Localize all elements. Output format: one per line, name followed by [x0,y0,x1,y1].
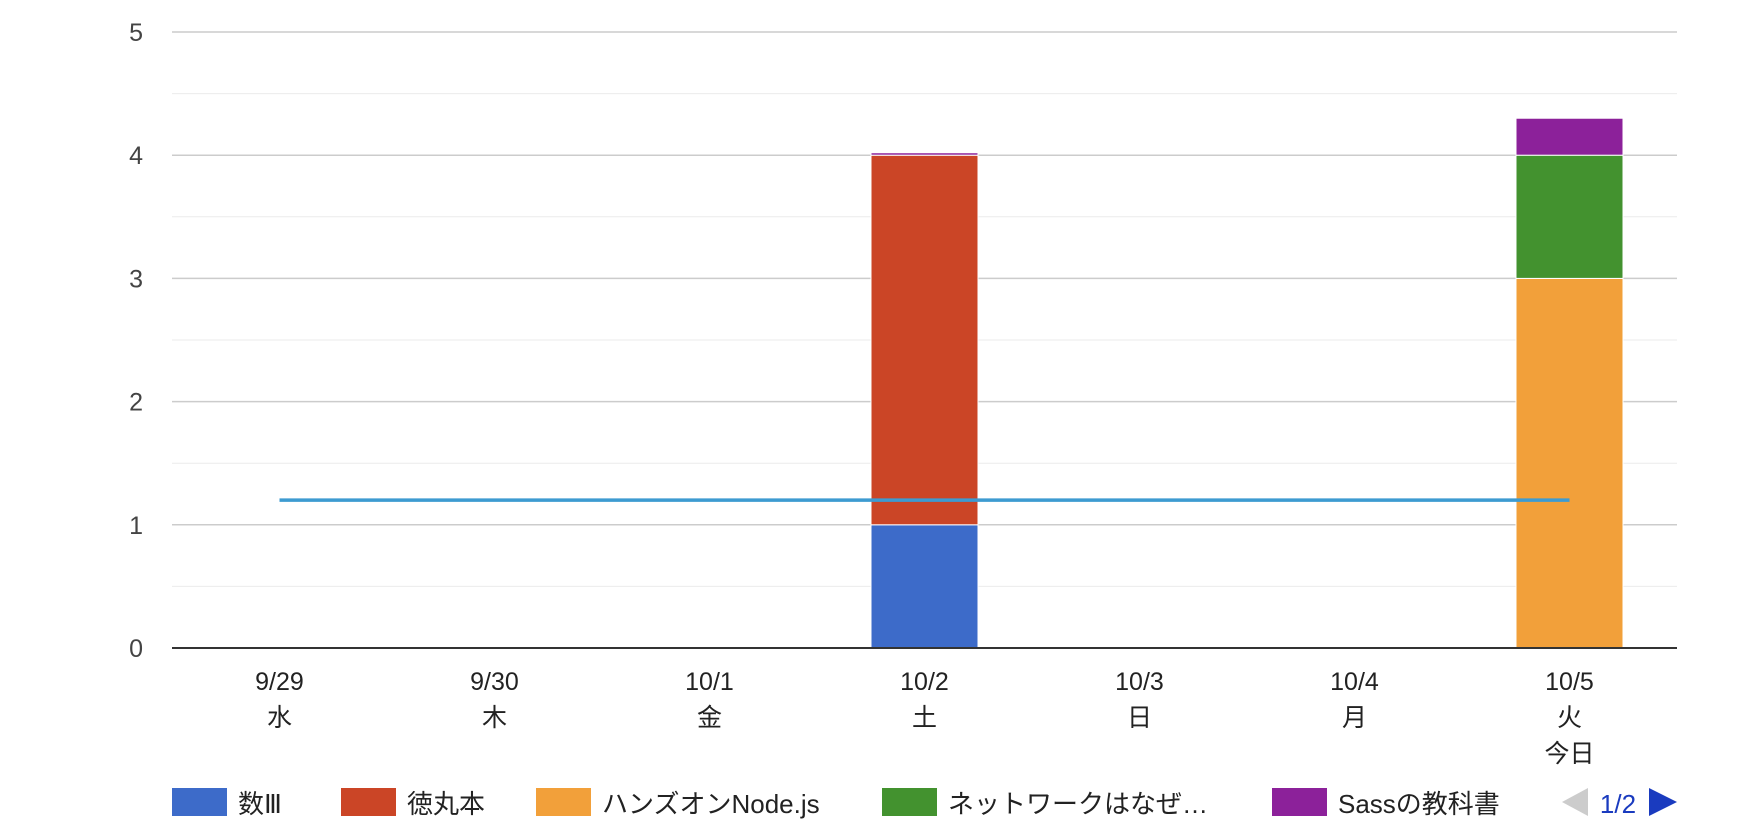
y-tick-label: 2 [129,389,143,417]
legend-prev-page-icon[interactable] [1562,788,1588,816]
x-tick-label-line: 金 [697,704,722,732]
x-axis-tick-labels: 9/29 水 9/30 木 10/1 金 10/2 土 10/3 日 10/4 月 10/5 火今日 [255,668,1594,768]
bar-segment[interactable] [870,524,979,649]
x-tick-label-line: 10/3 [1115,668,1164,696]
x-tick-label-line: 9/30 [470,668,519,696]
legend-label: Sassの教科書 [1338,789,1500,819]
x-tick-label: 9/29 水 [255,668,304,732]
x-tick-label-line: 火 [1557,704,1582,732]
x-tick-label: 9/30 木 [470,668,519,732]
y-tick-label: 3 [129,265,143,293]
legend-swatch [341,788,396,816]
legend-page-indicator: 1/2 [1600,789,1636,819]
y-tick-label: 1 [129,512,143,540]
legend-label: 数Ⅲ [238,789,282,819]
x-tick-label-line: 10/4 [1330,668,1379,696]
x-tick-label-line: 10/1 [685,668,734,696]
x-tick-label-line: 日 [1127,704,1152,732]
y-axis-tick-labels: 0 1 2 3 4 5 [129,19,143,663]
x-tick-label: 10/4 月 [1330,668,1379,732]
bar-segment[interactable] [870,152,979,156]
bar-segment[interactable] [1515,117,1624,156]
x-tick-label-line: 土 [912,704,937,732]
x-tick-label: 10/2 土 [900,668,949,732]
bars [870,117,1624,649]
legend-label: ハンズオンNode.js [602,789,820,819]
legend-label: ネットワークはなぜ… [948,789,1208,819]
y-tick-label: 4 [129,142,143,170]
legend-item[interactable]: 数Ⅲ [172,788,282,819]
x-tick-label-line: 木 [482,704,507,732]
y-tick-label: 5 [129,19,143,47]
x-tick-label: 10/3 日 [1115,668,1164,732]
legend-swatch [536,788,591,816]
bar-segment[interactable] [1515,277,1624,649]
legend-swatch [172,788,227,816]
x-tick-label-line: 9/29 [255,668,304,696]
x-tick-label-line: 月 [1342,704,1367,732]
legend-item[interactable]: Sassの教科書 [1272,788,1500,819]
legend-item[interactable]: ネットワークはなぜ… [882,788,1208,819]
bar-segment[interactable] [1515,154,1624,279]
bar-segment[interactable] [870,154,979,526]
legend-next-page-icon[interactable] [1649,788,1677,816]
x-tick-label-line: 10/2 [900,668,949,696]
x-tick-label: 10/1 金 [685,668,734,732]
x-tick-label-line: 今日 [1544,740,1594,768]
legend-swatch [882,788,937,816]
legend-item[interactable]: ハンズオンNode.js [536,788,820,819]
legend-label: 徳丸本 [407,789,485,819]
x-tick-label-line: 10/5 [1545,668,1594,696]
y-tick-label: 0 [129,635,143,663]
legend-item[interactable]: 徳丸本 [341,788,485,819]
legend: 数Ⅲ 徳丸本 ハンズオンNode.js ネットワークはなぜ… Sassの教科書 1/2 [172,788,1677,819]
x-tick-label-line: 水 [267,704,292,732]
legend-swatch [1272,788,1327,816]
x-tick-label: 10/5 火今日 [1544,668,1594,768]
